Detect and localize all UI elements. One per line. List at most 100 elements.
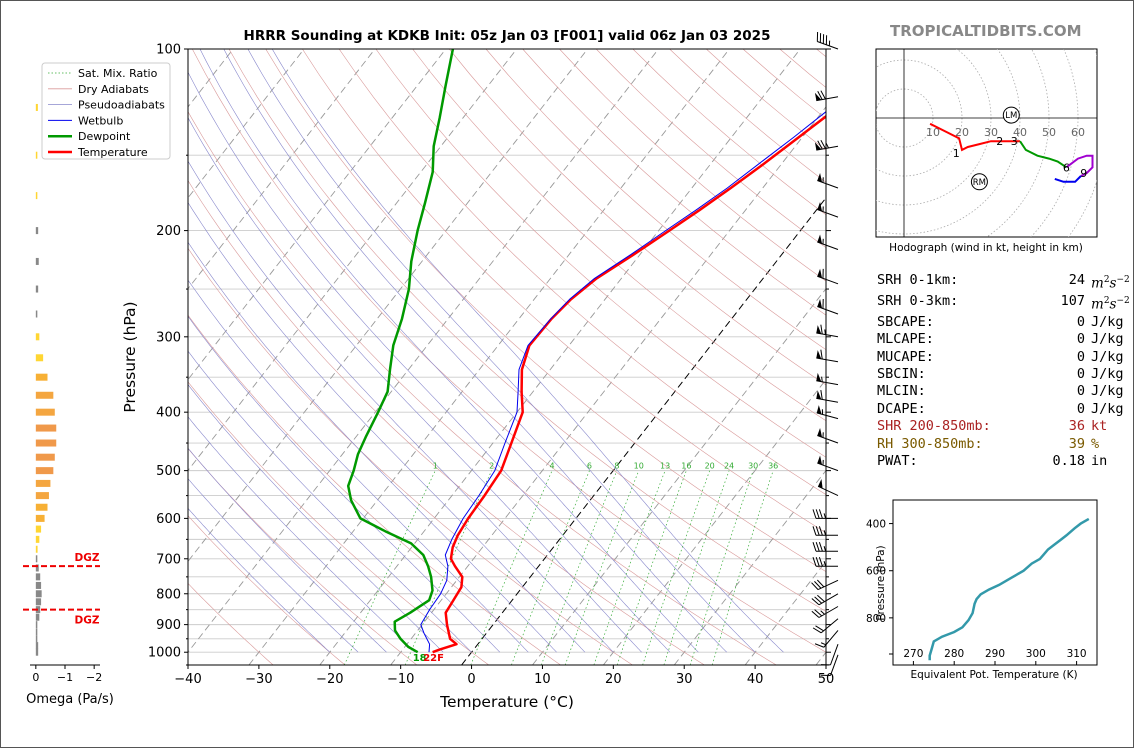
y-tick-label: 900: [156, 618, 181, 633]
barb-full: [812, 526, 817, 536]
hodograph-panel: 10 20 30 40 50 60 1 2 3 6 9 LM RM Hodograph (wind in …: [875, 48, 1098, 254]
hodograph-ring-label: 50: [1042, 126, 1056, 139]
barb-half: [821, 376, 823, 382]
dry-adiabat: [228, 49, 826, 612]
stats-row: SRH 0-3km: 107 m2s−2: [877, 293, 1130, 314]
barb-staff: [817, 306, 839, 315]
wind-barb: [817, 234, 839, 250]
hodograph-ring-label: 20: [955, 126, 969, 139]
omega-bar: [35, 391, 54, 399]
moist-adiabat: [188, 350, 472, 653]
stats-value: 36: [1068, 418, 1085, 435]
mixing-ratio-label: 20: [705, 462, 715, 471]
mixing-ratio-line: [511, 470, 590, 665]
moist-adiabat: [247, 49, 756, 653]
wind-barb: [812, 509, 838, 519]
stats-label: DCAPE:: [877, 400, 926, 417]
moist-adiabat: [188, 279, 529, 653]
mixing-ratio-label: 8: [614, 462, 619, 471]
hodograph-ring-label: 60: [1071, 126, 1085, 139]
barb-flag: [816, 350, 822, 359]
moist-adiabat: [188, 478, 359, 653]
barb-staff: [830, 644, 839, 666]
wind-barb: [816, 349, 839, 363]
barb-full: [814, 596, 823, 604]
omega-bar: [35, 555, 38, 563]
theta-e-frame: [892, 499, 1098, 666]
barb-flag: [814, 92, 822, 101]
omega-bar: [35, 613, 40, 621]
series-wetbulb: [420, 111, 826, 653]
dry-adiabat: [188, 247, 633, 665]
isotherm: [319, 49, 801, 665]
mixing-ratio-line: [540, 470, 618, 665]
y-tick-label: 600: [156, 512, 181, 527]
isotherm: [188, 49, 305, 199]
y-tick-label: 200: [156, 224, 181, 239]
barb-full: [815, 509, 820, 519]
theta-e-y-tick-label: 800: [866, 613, 886, 625]
mixing-ratio-label: 24: [724, 462, 734, 471]
barb-full: [820, 139, 826, 149]
wind-barb: [814, 630, 839, 648]
stats-unit: J/kg: [1091, 366, 1124, 383]
y-tick-label: 100: [156, 43, 181, 58]
hodograph-trace: [1065, 154, 1094, 177]
mixing-ratio-line: [616, 470, 687, 665]
barb-flag: [817, 427, 823, 438]
wind-barb: [816, 389, 839, 403]
barb-full: [820, 349, 823, 360]
stats-label: PWAT:: [877, 453, 918, 470]
omega-bar: [35, 628, 38, 636]
dry-adiabat: [192, 49, 826, 653]
theta-e-panel: 270 280 290 300 310 400 600 800 Equivalent Pot. …: [866, 499, 1098, 681]
moist-adiabat: [188, 71, 671, 653]
stats-row: SBCAPE: 0 J/kg: [877, 314, 1130, 331]
dry-adiabat: [522, 49, 826, 316]
barb-full: [818, 509, 823, 519]
hodograph-height-label: 1: [953, 147, 960, 160]
dry-adiabat: [265, 49, 826, 572]
omega-bar: [35, 151, 38, 159]
barb-staff: [817, 241, 839, 250]
rm-marker-label: RM: [973, 178, 986, 188]
stats-unit: kt: [1091, 418, 1108, 435]
barb-flag: [818, 479, 823, 489]
x-tick-label: −30: [245, 672, 272, 687]
dry-adiabat: [302, 49, 826, 534]
moist-adiabat: [188, 384, 444, 653]
hodograph-plot: 10 20 30 40 50 60 1 2 3 6 9 LM RM: [876, 49, 1097, 237]
mixing-ratio-line: [689, 470, 754, 665]
x-tick-label: 50: [818, 672, 835, 687]
y-tick-label: 800: [156, 587, 181, 602]
omega-bar: [35, 621, 38, 629]
x-tick-label: 10: [534, 672, 551, 687]
barb-full: [811, 582, 819, 590]
dry-adiabat: [188, 314, 561, 665]
wind-barb: [817, 268, 839, 285]
omega-bar: [35, 606, 41, 614]
stats-value: 0: [1076, 348, 1085, 365]
theta-e-x-axis-label: Equivalent Pot. Temperature (K): [910, 669, 1077, 681]
barb-staff: [818, 593, 839, 606]
theta-e-y-tick-label: 400: [866, 519, 886, 531]
dry-adiabat: [188, 179, 705, 665]
barb-full: [814, 581, 822, 589]
barb-half: [824, 329, 826, 335]
wind-barb: [820, 654, 839, 676]
omega-bar: [35, 525, 42, 533]
wind-barb: [811, 579, 839, 591]
omega-bar: [35, 467, 54, 475]
mixing-ratio-line: [642, 470, 711, 665]
barb-half: [823, 530, 827, 536]
barb-full: [820, 389, 823, 400]
barb-full: [818, 526, 823, 536]
isotherm: [248, 49, 730, 665]
omega-bar: [35, 514, 45, 522]
theta-e-line: [928, 517, 1090, 661]
stats-value: 0: [1076, 383, 1085, 400]
hodograph-ring-label: 30: [984, 126, 998, 139]
stats-row: RH 300-850mb: 39%: [877, 436, 1130, 453]
skewt-axes: −40 −30 −20 −10 0 10 20 30 40 50 100 200 300 400 500 60…: [41, 43, 835, 711]
